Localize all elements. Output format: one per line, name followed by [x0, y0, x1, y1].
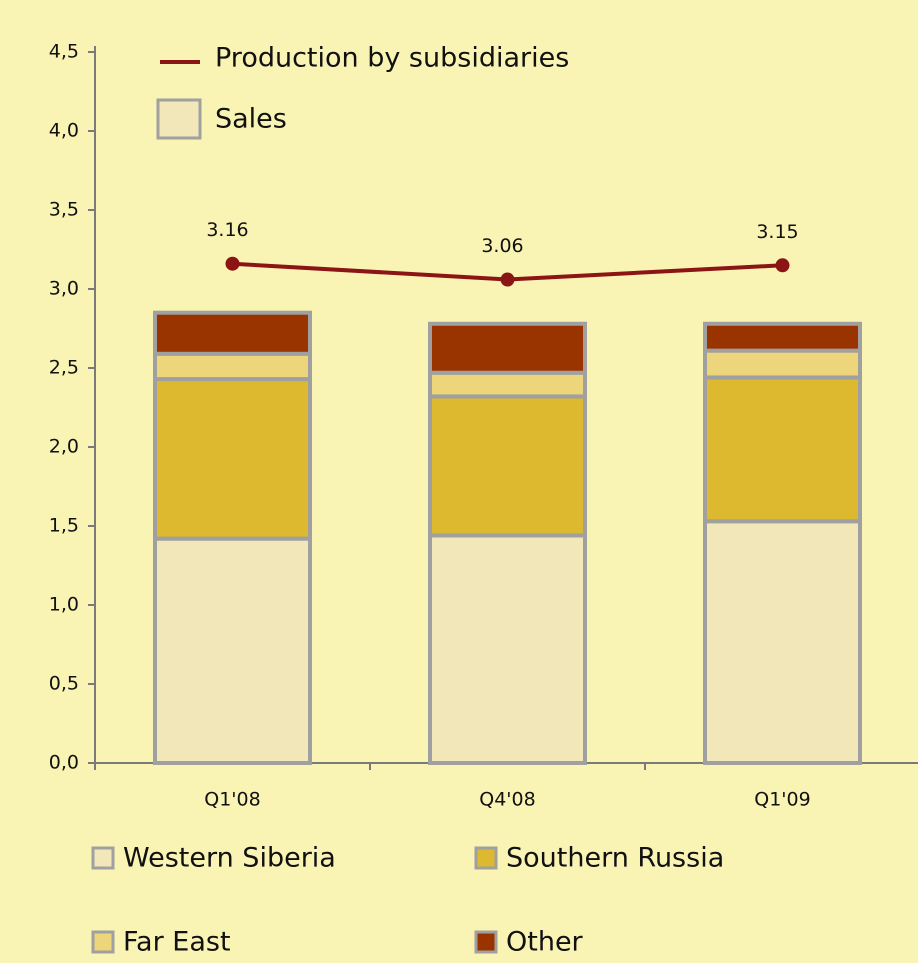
y-tick-label: 1,5 — [49, 515, 79, 537]
legend-label: Western Siberia — [123, 843, 336, 874]
y-tick-label: 3,0 — [49, 278, 79, 300]
legend-swatch — [474, 930, 498, 954]
x-tick-label: Q1'09 — [754, 789, 810, 811]
legend-swatch — [91, 846, 115, 870]
bar-segment — [153, 310, 312, 356]
y-tick-label: 0,0 — [49, 752, 79, 774]
y-tick-label: 2,0 — [49, 436, 79, 458]
data-label: 3.06 — [481, 235, 523, 257]
line-point — [225, 256, 240, 271]
y-tick-label: 1,0 — [49, 594, 79, 616]
y-tick-label: 0,5 — [49, 673, 79, 695]
bar-segment — [428, 321, 587, 375]
bar-segment — [428, 533, 587, 765]
data-label: 3.15 — [756, 221, 798, 243]
y-tick-label: 3,5 — [49, 199, 79, 221]
legend-label: Far East — [123, 927, 231, 958]
legend-swatch — [91, 930, 115, 954]
legend-swatch — [474, 846, 498, 870]
bar-segment — [428, 394, 587, 538]
bar-segment — [153, 377, 312, 541]
bar-segment — [153, 351, 312, 382]
sales-legend-swatch — [156, 98, 202, 140]
data-label: 3.16 — [206, 219, 248, 241]
legend-label: Southern Russia — [506, 843, 724, 874]
bar-segment — [153, 536, 312, 766]
bar-segment — [703, 519, 862, 766]
y-tick-label: 4,0 — [49, 120, 79, 142]
x-tick-label: Q4'08 — [479, 789, 535, 811]
bar-segment — [703, 321, 862, 353]
bar-segment — [428, 370, 587, 399]
line-point — [500, 272, 515, 287]
sales-legend-label: Sales — [215, 104, 287, 135]
legend-label: Other — [506, 927, 584, 958]
x-tick-label: Q1'08 — [204, 789, 260, 811]
bar-segment — [703, 375, 862, 524]
legend-label: Production by subsidiaries — [215, 43, 569, 74]
line-point — [775, 258, 790, 273]
y-tick-label: 4,5 — [49, 41, 79, 63]
y-tick-label: 2,5 — [49, 357, 79, 379]
bar-segment — [703, 348, 862, 380]
